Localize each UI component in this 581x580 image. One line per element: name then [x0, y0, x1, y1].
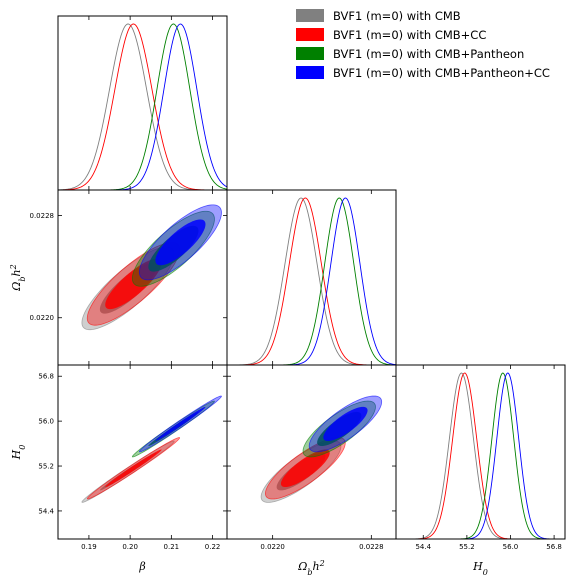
x-label-beta: β [138, 560, 145, 573]
panels [57, 15, 566, 540]
marginal-beta [58, 23, 227, 190]
x-tick-label: 0.22 [205, 543, 221, 551]
contour-beta-H0 [81, 395, 222, 503]
curve-beta-0 [58, 23, 227, 190]
ticks: 0.19 0.20 0.21 0.22 0.0220 0.0228 54.4 55.2 56.0… [30, 16, 562, 551]
curve-omega-1 [227, 197, 396, 365]
marginal-H0 [396, 372, 565, 539]
curve-H0-1 [396, 372, 565, 539]
panel-frame [395, 364, 566, 540]
curve-omega-2 [227, 197, 396, 365]
contour-68-1 [105, 449, 162, 488]
contour-68-3 [155, 406, 206, 441]
x-tick-label: 56.8 [546, 543, 562, 551]
contour-68-1 [105, 258, 162, 310]
y-label-H0: H0 [10, 445, 27, 461]
x-tick-label: 56.0 [503, 543, 519, 551]
x-label-omega: Ωbh2 [297, 559, 324, 577]
curve-omega-3 [227, 197, 396, 365]
contour-omega-H0 [260, 395, 383, 503]
y-tick-label: 56.8 [38, 373, 54, 381]
x-label-H0: H0 [472, 560, 488, 577]
x-tick-label: 0.0228 [359, 543, 384, 551]
y-label-omega: Ωbh2 [9, 264, 27, 291]
legend-swatch-2 [296, 47, 324, 60]
curve-beta-1 [58, 23, 227, 190]
contour-beta-omega [81, 204, 222, 331]
x-tick-label: 54.4 [415, 543, 431, 551]
curve-beta-3 [58, 23, 227, 190]
legend-swatch-1 [296, 28, 324, 41]
legend-swatch-3 [296, 66, 324, 79]
legend-swatch-0 [296, 9, 324, 22]
curve-omega-0 [227, 197, 396, 365]
curve-beta-2 [58, 23, 227, 190]
x-tick-label: 0.0220 [260, 543, 285, 551]
legend-label-3: BVF1 (m=0) with CMB+Pantheon+CC [333, 66, 550, 80]
y-tick-label: 55.2 [38, 463, 54, 471]
legend: BVF1 (m=0) with CMB BVF1 (m=0) with CMB+C… [296, 9, 550, 80]
axis-labels: β Ωbh2 H0 Ωbh2 H0 [9, 264, 488, 576]
legend-label-1: BVF1 (m=0) with CMB+CC [333, 28, 486, 42]
curve-H0-2 [396, 372, 565, 539]
y-tick-label: 0.0228 [30, 212, 55, 220]
contour-68-3 [155, 219, 206, 266]
x-tick-label: 0.21 [164, 543, 180, 551]
contour-68-3 [323, 406, 368, 441]
curve-H0-0 [396, 372, 565, 539]
x-tick-label: 55.2 [459, 543, 475, 551]
x-tick-label: 0.19 [81, 543, 97, 551]
y-tick-label: 54.4 [38, 507, 54, 515]
legend-label-2: BVF1 (m=0) with CMB+Pantheon [333, 47, 524, 61]
curve-H0-3 [396, 372, 565, 539]
x-tick-label: 0.20 [122, 543, 138, 551]
contour-68-1 [280, 449, 330, 488]
marginal-omega [227, 197, 396, 365]
y-tick-label: 56.0 [38, 418, 54, 426]
legend-label-0: BVF1 (m=0) with CMB [333, 9, 461, 23]
y-tick-label: 0.0220 [30, 314, 55, 322]
